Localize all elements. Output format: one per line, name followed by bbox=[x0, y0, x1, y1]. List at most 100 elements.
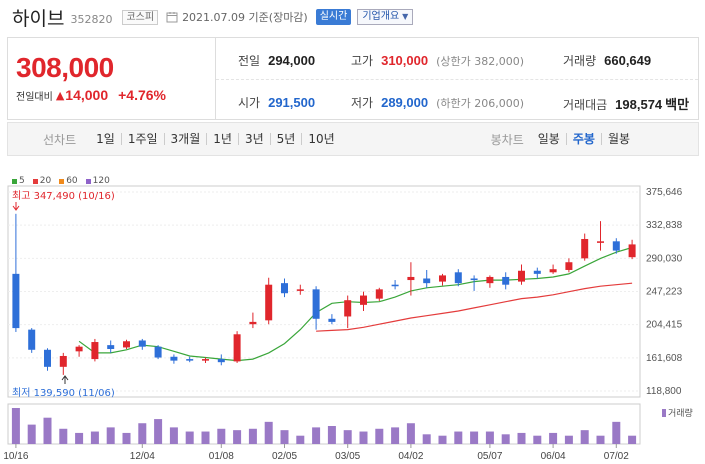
volume-bar bbox=[612, 421, 621, 444]
x-tick-label: 07/02 bbox=[604, 451, 629, 462]
quote-details: 전일 294,000 고가 310,000 (상한가 382,000) 거래량 … bbox=[216, 38, 698, 119]
legend-ma5: 5 bbox=[12, 176, 25, 186]
volume-bar bbox=[11, 408, 20, 444]
period-bar: 선차트 1일 1주일 3개월 1년 3년 5년 10년 봉차트 일봉 주봉 월봉 bbox=[7, 122, 699, 156]
volume-bar bbox=[343, 430, 352, 444]
volume-cell: 거래량 660,649 bbox=[563, 52, 651, 69]
legend-swatch bbox=[59, 178, 65, 184]
candle-weekly[interactable]: 주봉 bbox=[565, 133, 601, 145]
candle-down bbox=[186, 359, 194, 361]
period-5y[interactable]: 5년 bbox=[269, 133, 302, 145]
open-cell: 시가 291,500 bbox=[238, 94, 315, 111]
volume-bar bbox=[169, 427, 178, 444]
period-10y[interactable]: 10년 bbox=[301, 133, 340, 145]
period-3m[interactable]: 3개월 bbox=[163, 133, 207, 145]
volume-bar bbox=[217, 428, 226, 444]
open-label: 시가 bbox=[238, 96, 261, 110]
x-tick-label: 02/05 bbox=[272, 451, 297, 462]
volume-bar bbox=[438, 435, 447, 444]
y-tick-label: 247,223 bbox=[646, 287, 683, 298]
candle-down bbox=[170, 356, 178, 361]
candle-up bbox=[375, 289, 383, 299]
period-1d[interactable]: 1일 bbox=[96, 132, 115, 146]
company-overview-button[interactable]: 기업개요 ▼ bbox=[357, 9, 414, 25]
volume-bar bbox=[233, 430, 242, 444]
stock-name: 하이브 bbox=[12, 7, 65, 30]
volume-bar bbox=[580, 430, 589, 444]
volume-bar bbox=[596, 435, 605, 444]
candle-up bbox=[407, 276, 415, 281]
candle-up bbox=[233, 334, 241, 362]
volume-bar bbox=[264, 421, 273, 444]
volume-bar bbox=[59, 428, 68, 444]
volume-bar bbox=[454, 431, 463, 444]
candle-up bbox=[565, 262, 573, 270]
volume-legend: 거래량 bbox=[662, 406, 693, 419]
ma20-line bbox=[316, 282, 633, 332]
high-cell: 고가 310,000 (상한가 382,000) bbox=[351, 52, 524, 69]
candle-down bbox=[281, 283, 288, 294]
volume-bar bbox=[422, 434, 431, 444]
candle-up bbox=[123, 341, 130, 348]
candle-monthly[interactable]: 월봉 bbox=[600, 133, 636, 145]
candle-up bbox=[296, 289, 304, 291]
candle-up bbox=[59, 355, 67, 367]
volume-bar bbox=[549, 432, 558, 444]
volume-bar bbox=[485, 431, 494, 444]
candle-down bbox=[107, 345, 115, 350]
volume-bar bbox=[122, 432, 131, 444]
candle-up bbox=[202, 359, 209, 361]
candle-up bbox=[75, 346, 83, 352]
max-price-label: 최고 347,490 (10/16) bbox=[12, 190, 115, 202]
period-1w[interactable]: 1주일 bbox=[120, 133, 164, 145]
candle-down bbox=[502, 276, 510, 285]
candle-down bbox=[533, 270, 541, 274]
divider bbox=[216, 79, 698, 80]
legend-swatch bbox=[12, 178, 17, 184]
candle-down bbox=[454, 272, 462, 284]
current-price-panel: 308,000 전일대비 ▲ 14,000 +4.76% bbox=[8, 38, 216, 119]
min-price-label: 최저 139,590 (11/06) bbox=[12, 387, 115, 399]
volume-bar bbox=[280, 430, 289, 444]
amount-unit: 백만 bbox=[665, 97, 690, 112]
quote-box: 308,000 전일대비 ▲ 14,000 +4.76% 전일 294,000 … bbox=[7, 37, 699, 120]
volume-bar bbox=[296, 435, 305, 444]
candle-up bbox=[518, 270, 525, 282]
min-arrow-icon bbox=[61, 375, 69, 384]
realtime-button[interactable]: 실시간 bbox=[315, 9, 352, 25]
candle-up bbox=[91, 342, 99, 360]
amount-label: 거래대금 bbox=[563, 98, 608, 112]
legend-ma120-label: 120 bbox=[92, 176, 110, 186]
volume-value: 660,649 bbox=[604, 53, 652, 68]
candle-daily[interactable]: 일봉 bbox=[537, 132, 560, 146]
candle-up bbox=[344, 300, 352, 317]
legend-ma5-label: 5 bbox=[19, 176, 25, 186]
legend-swatch bbox=[85, 178, 91, 184]
lower-limit: (하한가 206,000) bbox=[436, 97, 525, 110]
x-tick-label: 10/16 bbox=[3, 451, 28, 462]
price-chart[interactable]: 375,646 332,838 290,030 247,223 204,415 161,6… bbox=[0, 170, 705, 464]
legend-ma60: 60 bbox=[59, 176, 78, 186]
low-label: 저가 bbox=[351, 96, 374, 110]
volume-bar bbox=[201, 431, 210, 444]
prev-close-cell: 전일 294,000 bbox=[238, 52, 315, 69]
change-row: 전일대비 ▲ 14,000 +4.76% bbox=[16, 87, 215, 103]
period-1y[interactable]: 1년 bbox=[206, 133, 238, 145]
volume-bar bbox=[517, 432, 526, 444]
line-chart-label: 선차트 bbox=[43, 132, 77, 147]
volume-bar bbox=[327, 426, 336, 444]
candle-down bbox=[44, 349, 51, 367]
candle-up bbox=[581, 238, 589, 259]
candle-up bbox=[486, 276, 494, 284]
candle-down bbox=[612, 241, 620, 251]
x-tick-label: 04/02 bbox=[398, 451, 423, 462]
up-arrow-icon: ▲ bbox=[55, 88, 65, 102]
candle-down bbox=[470, 278, 478, 281]
y-tick-label: 161,608 bbox=[646, 353, 683, 364]
stock-code: 352820 bbox=[70, 12, 113, 26]
volume-bar bbox=[248, 428, 257, 444]
volume-bar bbox=[359, 431, 368, 444]
x-tick-label: 01/08 bbox=[209, 451, 234, 462]
period-3y[interactable]: 3년 bbox=[237, 133, 270, 145]
company-overview-label: 기업개요 bbox=[362, 11, 400, 22]
